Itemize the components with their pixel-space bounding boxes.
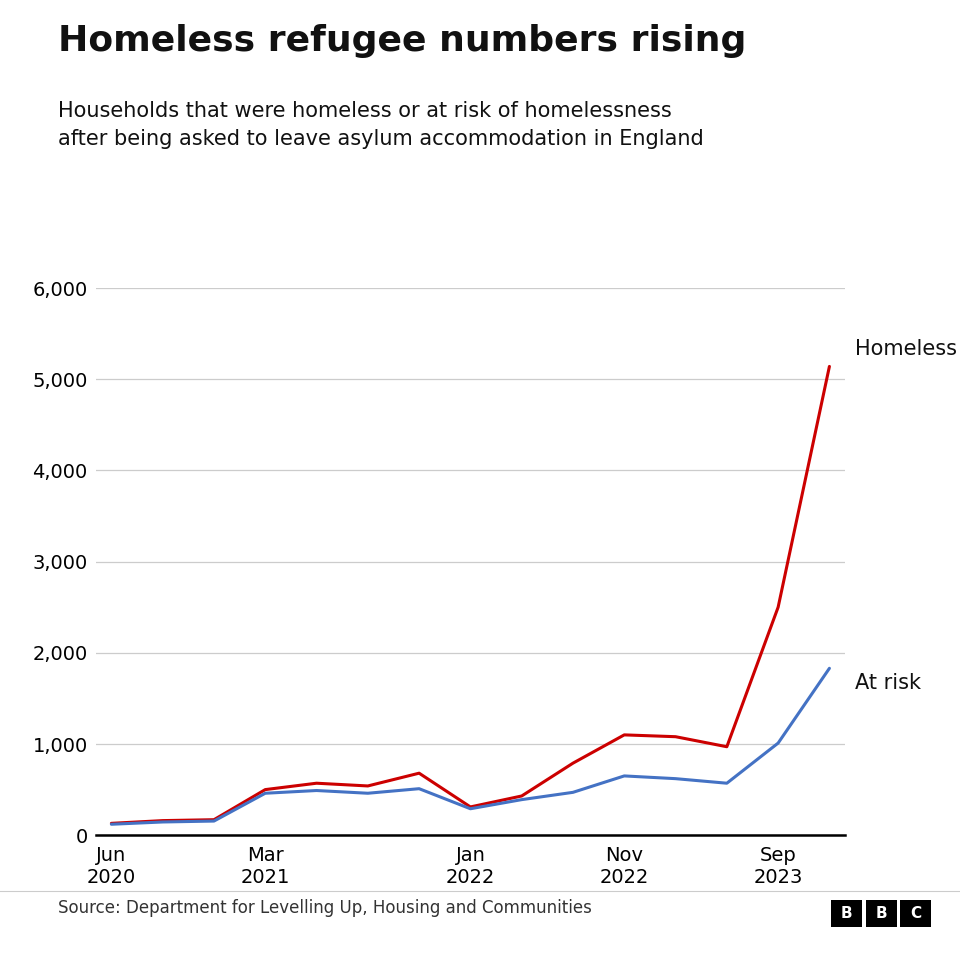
Text: Households that were homeless or at risk of homelessness
after being asked to le: Households that were homeless or at risk… [58, 101, 704, 149]
Text: B: B [841, 906, 852, 922]
Text: Homeless refugee numbers rising: Homeless refugee numbers rising [58, 24, 746, 58]
Text: Homeless: Homeless [855, 339, 957, 359]
Text: Source: Department for Levelling Up, Housing and Communities: Source: Department for Levelling Up, Hou… [58, 899, 591, 917]
Text: At risk: At risk [855, 673, 921, 693]
Text: C: C [910, 906, 922, 922]
Text: B: B [876, 906, 887, 922]
